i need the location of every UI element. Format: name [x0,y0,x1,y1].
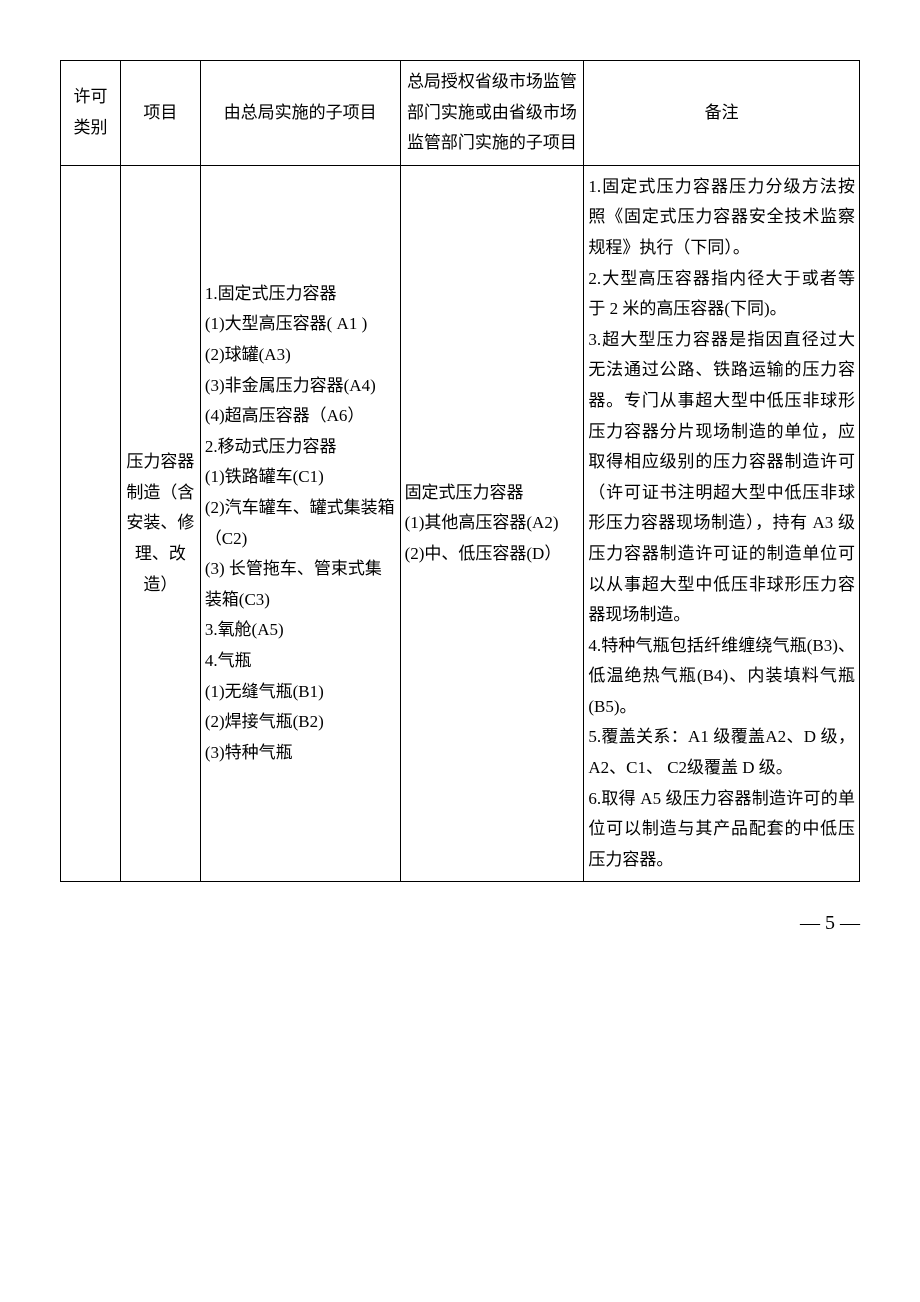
regulation-table: 许可类别 项目 由总局实施的子项目 总局授权省级市场监管部门实施或由省级市场监管… [60,60,860,882]
page-footer: — 5 — [60,912,860,935]
header-text: 项目 [143,103,177,122]
header-text: 由总局实施的子项目 [224,103,377,122]
table-header: 许可类别 项目 由总局实施的子项目 总局授权省级市场监管部门实施或由省级市场监管… [61,61,860,166]
header-remarks: 备注 [584,61,860,166]
cell-text: 1.固定式压力容器压力分级方法按照《固定式压力容器安全技术监察规程》执行（下同）… [588,177,855,869]
cell-central-subproject: 1.固定式压力容器 (1)大型高压容器( A1 ) (2)球罐(A3) (3)非… [200,165,400,882]
cell-text: 1.固定式压力容器 (1)大型高压容器( A1 ) (2)球罐(A3) (3)非… [205,284,395,762]
cell-license-category [61,165,121,882]
header-provincial-subproject: 总局授权省级市场监管部门实施或由省级市场监管部门实施的子项目 [400,61,584,166]
header-text: 备注 [705,103,739,122]
cell-project: 压力容器制造（含安装、修理、改造） [120,165,200,882]
cell-remarks: 1.固定式压力容器压力分级方法按照《固定式压力容器安全技术监察规程》执行（下同）… [584,165,860,882]
header-text: 总局授权省级市场监管部门实施或由省级市场监管部门实施的子项目 [407,72,577,152]
table-header-row: 许可类别 项目 由总局实施的子项目 总局授权省级市场监管部门实施或由省级市场监管… [61,61,860,166]
page-number: — 5 — [800,912,860,934]
table-row: 压力容器制造（含安装、修理、改造） 1.固定式压力容器 (1)大型高压容器( A… [61,165,860,882]
header-project: 项目 [120,61,200,166]
cell-text: 固定式压力容器 (1)其他高压容器(A2) (2)中、低压容器(D） [405,483,562,563]
cell-provincial-subproject: 固定式压力容器 (1)其他高压容器(A2) (2)中、低压容器(D） [400,165,584,882]
cell-text: 压力容器制造（含安装、修理、改造） [126,452,194,593]
header-license-category: 许可类别 [61,61,121,166]
header-central-subproject: 由总局实施的子项目 [200,61,400,166]
table-body: 压力容器制造（含安装、修理、改造） 1.固定式压力容器 (1)大型高压容器( A… [61,165,860,882]
header-text: 许可类别 [73,87,107,137]
